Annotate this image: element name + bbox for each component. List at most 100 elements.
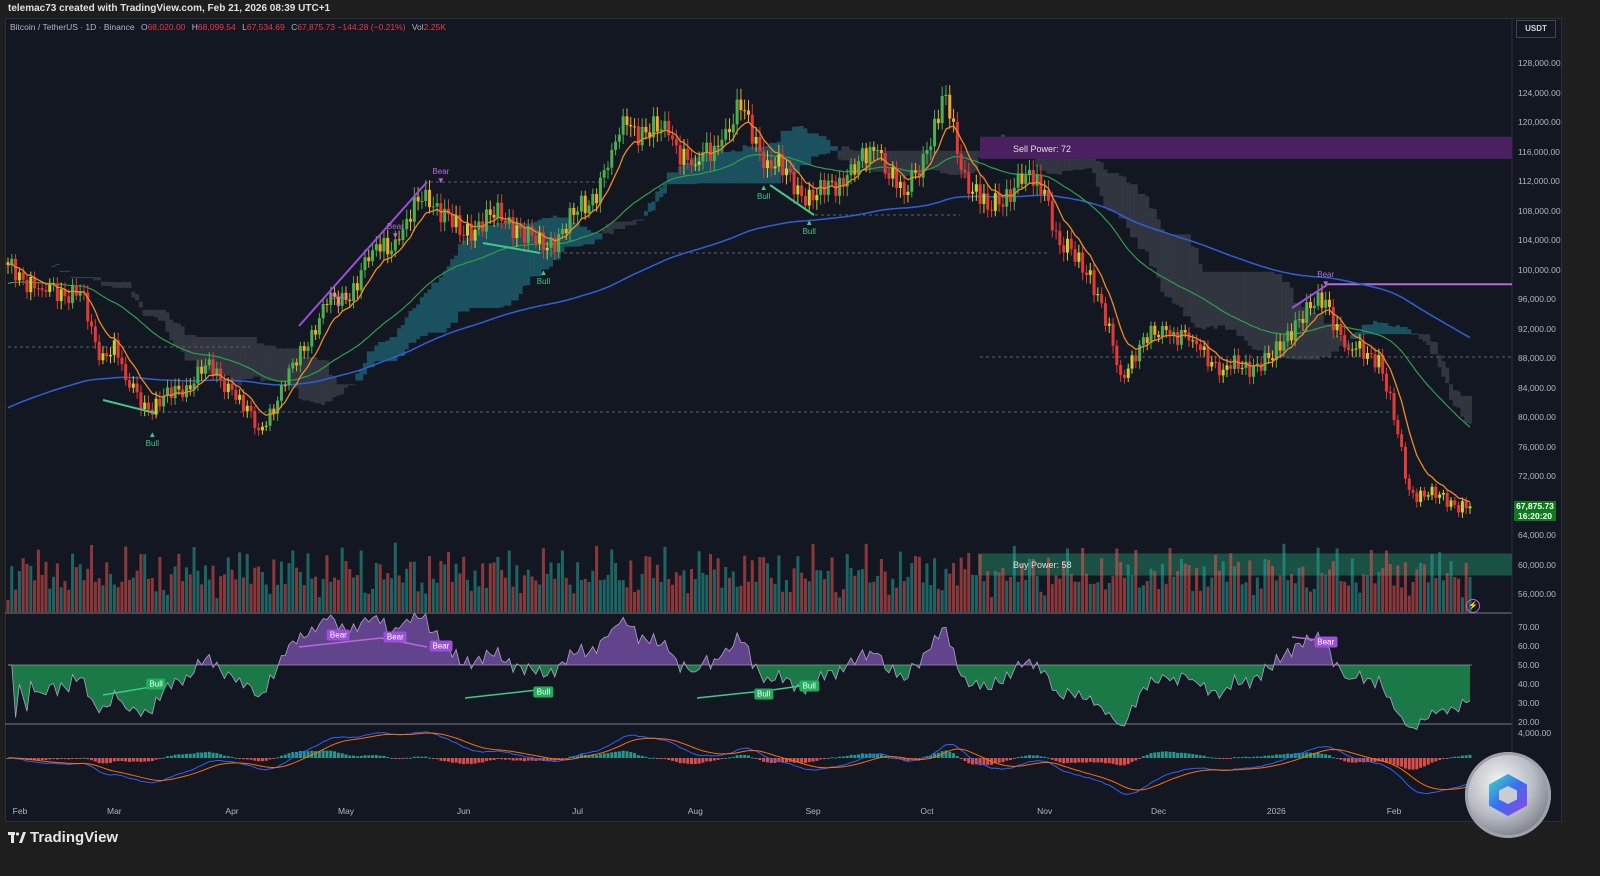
volume-bar <box>484 587 488 612</box>
macd-hist-bar <box>1354 758 1358 763</box>
volume-bar <box>1457 578 1461 612</box>
candle-body <box>116 340 120 358</box>
candle-body <box>435 203 439 207</box>
candle-body <box>1407 478 1411 491</box>
candle-body <box>162 395 166 407</box>
macd-hist-bar <box>1365 758 1369 763</box>
candle-body <box>405 218 409 230</box>
macd-hist-bar <box>845 755 849 758</box>
cloud-segment <box>199 336 204 369</box>
cloud-segment <box>55 264 60 266</box>
macd-hist-bar <box>644 756 648 758</box>
macd-hist-bar <box>412 756 416 758</box>
volume-bar <box>891 578 895 612</box>
volume-bar <box>693 579 697 612</box>
tradingview-logo[interactable]: TradingView <box>8 829 118 846</box>
volume-bar <box>769 577 773 612</box>
candle-body <box>990 209 994 211</box>
cloud-segment <box>757 147 762 184</box>
bear-marker: Bear ▼ <box>1317 269 1335 288</box>
volume-bar <box>1214 554 1218 612</box>
candle-body <box>279 385 283 401</box>
cloud-segment <box>511 221 516 301</box>
macd-hist-bar <box>317 750 321 758</box>
macd-hist-bar <box>530 758 534 761</box>
volume-bar <box>1198 590 1202 612</box>
volume-bar <box>940 590 944 612</box>
candle-body <box>165 387 169 396</box>
macd-hist-bar <box>1305 752 1309 758</box>
cloud-segment <box>169 319 174 341</box>
volume-bar <box>1426 582 1430 612</box>
volume-bar <box>1183 563 1187 612</box>
candle-body <box>701 152 705 162</box>
volume-bar <box>1464 562 1468 612</box>
macd-hist-bar <box>511 758 515 761</box>
volume-bar <box>469 590 473 612</box>
candle-body <box>602 170 606 178</box>
volume-bar <box>826 570 830 612</box>
price-tick: 80,000.00 <box>1518 412 1556 422</box>
candle-body <box>1240 367 1244 369</box>
candle-body <box>587 205 591 214</box>
macd-hist-bar <box>40 758 44 761</box>
volume-bar <box>446 551 450 612</box>
cloud-segment <box>112 282 117 288</box>
volume-bar <box>838 597 842 612</box>
cloud-segment <box>271 345 276 381</box>
volume-bar <box>1343 581 1347 612</box>
candle-body <box>1365 352 1369 359</box>
cloud-segment <box>1437 354 1442 368</box>
macd-hist-bar <box>1221 758 1225 759</box>
currency-button[interactable]: USDT <box>1516 20 1556 38</box>
macd-hist-bar <box>1320 753 1324 758</box>
ohlc-legend: Bitcoin / TetherUS · 1D · Binance O68,02… <box>10 22 446 32</box>
volume-bar <box>906 577 910 612</box>
candle-body <box>1035 174 1039 186</box>
lightning-icon[interactable]: ⚡ <box>1466 599 1480 613</box>
candle-body <box>1119 365 1123 375</box>
candle-body <box>826 180 830 195</box>
macd-hist-bar <box>978 758 982 766</box>
cloud-segment <box>150 309 155 316</box>
macd-hist-bar <box>279 755 283 758</box>
macd-hist-bar <box>1024 755 1028 758</box>
candle-body <box>526 226 530 243</box>
volume-bar <box>238 552 242 612</box>
candle-body <box>291 362 295 369</box>
volume-bar <box>1141 585 1145 612</box>
macd-hist-bar <box>234 757 238 759</box>
cloud-segment <box>1281 281 1286 357</box>
macd-hist-bar <box>1084 758 1088 763</box>
macd-hist-bar <box>143 758 147 762</box>
rsi-tick: 60.00 <box>1518 641 1540 651</box>
candle-body <box>412 196 416 222</box>
cloud-segment <box>522 222 527 286</box>
candle-body <box>173 385 177 399</box>
cloud-segment <box>473 229 478 309</box>
volume-bar <box>526 569 530 612</box>
volume-bar <box>1468 576 1472 612</box>
cloud-segment <box>617 221 622 230</box>
candle-body <box>986 193 990 210</box>
cloud-segment <box>1449 383 1454 400</box>
macd-hist-bar <box>272 758 276 759</box>
rsi-bear-label: Bear <box>383 631 407 642</box>
volume-bar <box>1320 572 1324 612</box>
volume-bar <box>272 559 276 612</box>
macd-hist-bar <box>1179 752 1183 758</box>
volume-bar <box>97 578 101 612</box>
volume-bar <box>1217 570 1221 612</box>
cloud-segment <box>119 282 124 288</box>
candle-body <box>853 164 857 175</box>
symbol-label[interactable]: Bitcoin / TetherUS · 1D · Binance <box>10 22 135 32</box>
volume-bar <box>1384 550 1388 612</box>
cloud-segment <box>397 328 402 357</box>
cloud-segment <box>108 281 113 287</box>
volume-bar <box>416 591 420 612</box>
cloud-segment <box>1384 323 1389 335</box>
candle-body <box>1153 325 1157 335</box>
candle-body <box>211 359 215 376</box>
macd-hist-bar <box>439 758 443 761</box>
